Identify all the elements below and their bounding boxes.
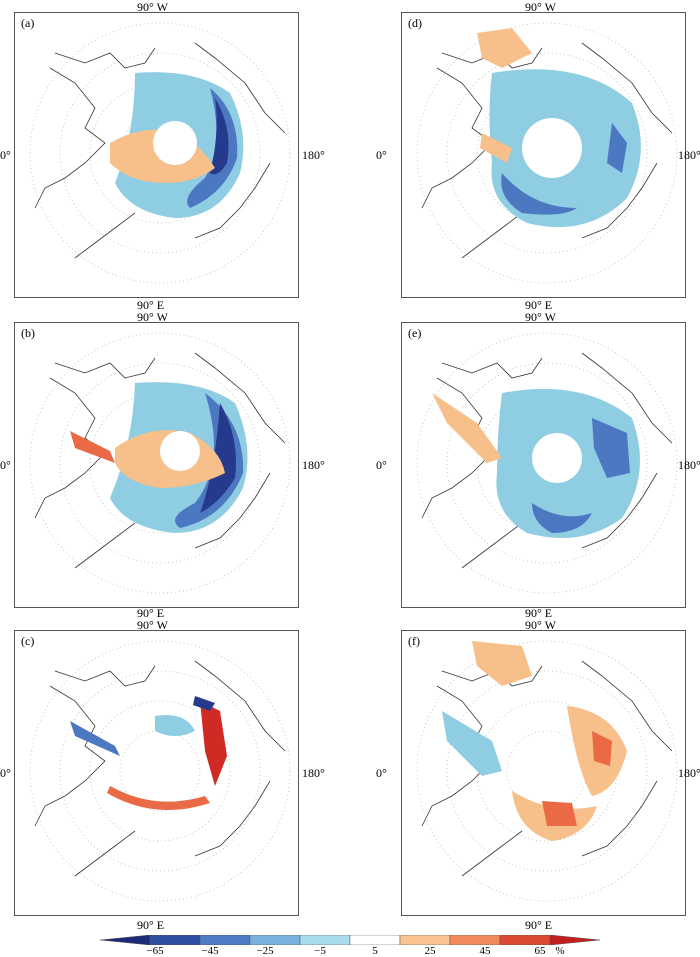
colorbar-tick: −5 (314, 945, 326, 957)
pole-hole (153, 121, 197, 165)
colorbar-tick: 5 (372, 945, 378, 957)
colorbar-tick: 65 (534, 945, 546, 957)
colorbar-segment (149, 935, 201, 945)
panel-d-left-label: 0° (376, 148, 387, 162)
panel-label: (d) (408, 16, 422, 30)
colorbar-segment (199, 935, 251, 945)
panel-c-right-label: 180° (302, 766, 325, 780)
colorbar-tick: −45 (201, 945, 219, 957)
decrease-deep (210, 98, 229, 175)
polar-map-c (29, 640, 291, 902)
panel-b-bottom-label: 90° E (137, 606, 165, 620)
colorbar-segment (349, 935, 401, 945)
coastline (34, 660, 286, 877)
colorbar-segment (549, 935, 600, 945)
colorbar-segment (449, 935, 501, 945)
increase-north (472, 641, 532, 686)
panel-c-top-label: 90° W (137, 618, 168, 632)
decrease-mid (187, 88, 238, 208)
graticule (416, 640, 678, 902)
panel-d-bottom-label: 90° E (525, 298, 553, 312)
map-panel-f: (f) (401, 630, 686, 916)
strong-increase-east (592, 731, 612, 766)
panel-d-top-label: 90° W (525, 0, 556, 14)
panel-label: (e) (408, 326, 422, 340)
panel-label: (a) (21, 16, 35, 30)
colorbar-segment (100, 935, 151, 945)
decrease-strip (70, 721, 120, 756)
panel-b-top-label: 90° W (137, 310, 168, 324)
colorbar-segment (299, 935, 351, 945)
panel-b-left-label: 0° (0, 458, 11, 472)
panel-b-right-label: 180° (302, 458, 325, 472)
polar-map-f (416, 640, 678, 902)
panel-label: (c) (21, 634, 35, 648)
decrease-east (592, 418, 630, 478)
decrease-patches (442, 711, 502, 776)
panel-f-right-label: 180° (678, 766, 700, 780)
strong-increase-strip (70, 431, 115, 463)
panel-a-bottom-label: 90° E (137, 298, 165, 312)
increase-east (200, 701, 227, 786)
colorbar-tick: 45 (479, 945, 491, 957)
pole-hole (522, 118, 582, 178)
colorbar-boxes (100, 935, 600, 945)
decrease-north (193, 696, 215, 711)
increase-north (477, 28, 532, 68)
map-panel-c: (c) (14, 630, 299, 916)
polar-map-a (29, 22, 291, 284)
colorbar-segment (399, 935, 451, 945)
pole-hole (160, 431, 200, 471)
decrease-mid (532, 503, 592, 533)
colorbar-unit: % (555, 945, 565, 957)
colorbar-tick: −25 (256, 945, 274, 957)
panel-e-left-label: 0° (376, 458, 387, 472)
decrease-mid (501, 173, 577, 215)
panel-label: (b) (21, 326, 35, 340)
panel-e-top-label: 90° W (525, 310, 556, 324)
panel-a-top-label: 90° W (137, 0, 168, 14)
panel-a-right-label: 180° (302, 148, 325, 162)
colorbar (100, 935, 600, 945)
colorbar-segment (249, 935, 301, 945)
coastline (421, 660, 673, 877)
increase-strip (480, 133, 512, 163)
panel-f-left-label: 0° (376, 766, 387, 780)
increase-ring (107, 786, 210, 811)
panel-f-bottom-label: 90° E (525, 918, 553, 932)
map-panel-b: (b) (14, 322, 299, 608)
panel-f-top-label: 90° W (525, 618, 556, 632)
decrease-east (607, 123, 627, 173)
map-panel-d: (d) (401, 12, 686, 298)
panel-d-right-label: 180° (678, 148, 700, 162)
colorbar-tick: 25 (424, 945, 436, 957)
colorbar-segment (499, 935, 551, 945)
polar-map-b (29, 332, 291, 594)
colorbar-tick: −65 (146, 945, 164, 957)
panel-c-bottom-label: 90° E (137, 918, 165, 932)
panel-e-right-label: 180° (678, 458, 700, 472)
panel-label: (f) (408, 634, 420, 648)
map-panel-a: (a) (14, 12, 299, 298)
map-panel-e: (e) (401, 322, 686, 608)
coastline (34, 42, 286, 259)
strong-increase-south (542, 801, 577, 826)
polar-map-e (416, 332, 678, 594)
polar-map-d (416, 22, 678, 284)
panel-e-bottom-label: 90° E (525, 606, 553, 620)
pole-hole (532, 433, 582, 483)
panel-c-left-label: 0° (0, 766, 11, 780)
light-decrease-patches (155, 715, 195, 736)
panel-a-left-label: 0° (0, 148, 11, 162)
increase-strip (432, 393, 502, 463)
graticule (29, 640, 291, 902)
